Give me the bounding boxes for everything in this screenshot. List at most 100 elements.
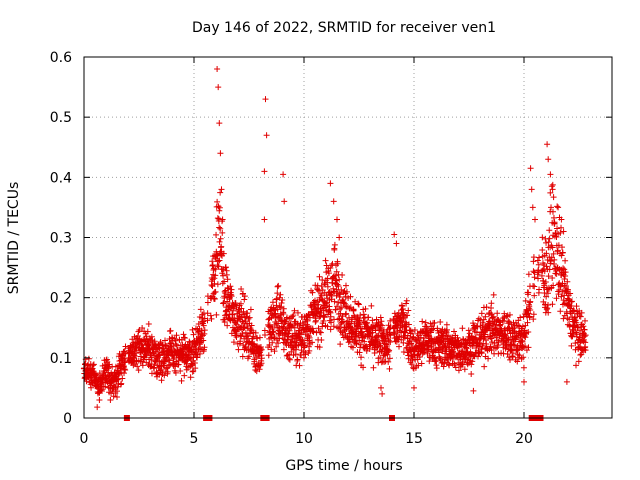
data-point (235, 346, 242, 353)
data-point (270, 329, 277, 336)
data-point (535, 275, 542, 282)
data-point (505, 318, 512, 325)
data-point (269, 328, 276, 335)
data-point (440, 363, 447, 370)
data-point (384, 343, 391, 350)
data-point (342, 282, 349, 289)
data-point (417, 334, 424, 341)
data-point (244, 310, 251, 317)
data-point (316, 344, 323, 351)
data-point (199, 332, 206, 339)
data-point (385, 348, 392, 355)
data-point (411, 384, 417, 391)
data-point (294, 309, 301, 316)
data-point (239, 318, 246, 325)
data-point (239, 330, 246, 337)
data-point (549, 275, 556, 282)
data-point (274, 283, 281, 290)
data-point (122, 366, 129, 373)
data-point (324, 323, 331, 330)
data-point (214, 215, 221, 222)
data-point (256, 366, 263, 373)
data-point (241, 293, 248, 300)
data-point (551, 220, 558, 227)
data-point (492, 345, 499, 352)
data-point (561, 276, 568, 283)
y-tick-label: 0.4 (50, 170, 72, 186)
axis-ticks: 0 0.1 0.2 0.3 0.4 0.5 0.6 0 5 10 15 20 (50, 50, 612, 447)
data-point (553, 295, 560, 302)
data-point (279, 296, 286, 303)
data-point (543, 263, 550, 270)
data-point (563, 378, 570, 385)
data-point (217, 225, 224, 232)
data-point (490, 313, 497, 320)
data-point (268, 346, 275, 353)
data-point (562, 257, 569, 264)
data-point (246, 314, 253, 321)
data-point (535, 269, 542, 276)
data-point (393, 240, 400, 247)
data-point (558, 224, 565, 231)
data-point (568, 298, 575, 305)
data-point (546, 227, 553, 234)
y-tick-label: 0.5 (50, 110, 72, 126)
data-point (90, 362, 97, 369)
data-point (172, 369, 179, 376)
data-point (433, 357, 440, 364)
data-point (334, 281, 341, 288)
data-point (548, 183, 555, 190)
data-point (118, 380, 125, 387)
data-point (560, 228, 567, 235)
data-point (326, 303, 333, 310)
data-point (256, 334, 263, 341)
data-point (578, 309, 585, 316)
data-point (527, 298, 534, 305)
data-point (455, 367, 462, 374)
data-point (317, 329, 324, 336)
data-point (128, 359, 135, 366)
data-point (228, 293, 235, 300)
data-point (569, 332, 576, 339)
data-point (204, 299, 211, 306)
data-point (379, 390, 386, 397)
data-point (362, 305, 369, 312)
data-point (494, 310, 501, 317)
data-point (336, 294, 343, 301)
data-point (346, 338, 353, 345)
data-point (450, 348, 457, 355)
data-point (216, 224, 223, 231)
data-point (224, 322, 231, 329)
data-point (572, 317, 579, 324)
data-point (350, 307, 357, 314)
data-point (357, 341, 364, 348)
data-point (294, 356, 301, 363)
data-point (336, 276, 343, 283)
data-point (224, 306, 231, 313)
data-point (524, 319, 531, 326)
data-point (559, 244, 566, 251)
data-point (369, 325, 376, 332)
data-point (316, 329, 323, 336)
data-point (296, 362, 303, 369)
data-point (411, 326, 418, 333)
data-point (341, 287, 348, 294)
data-point (115, 370, 122, 377)
data-point (178, 377, 185, 384)
data-point (327, 326, 334, 333)
data-point (503, 313, 510, 320)
data-point (134, 363, 141, 370)
data-point (549, 301, 556, 308)
data-point (368, 302, 375, 309)
data-point (573, 362, 580, 369)
data-point (220, 272, 227, 279)
data-point (242, 343, 249, 350)
data-point (437, 319, 444, 326)
data-point (285, 330, 292, 337)
data-point (309, 325, 316, 332)
data-point (405, 307, 412, 314)
data-point (187, 374, 194, 381)
data-point (567, 290, 574, 297)
data-point (555, 204, 562, 211)
data-point (216, 257, 223, 264)
